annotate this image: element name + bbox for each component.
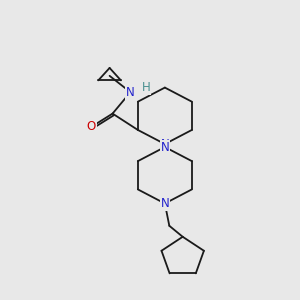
Text: O: O — [86, 121, 96, 134]
Text: N: N — [160, 138, 169, 151]
Text: N: N — [160, 140, 169, 154]
Text: H: H — [142, 81, 150, 94]
Text: N: N — [126, 86, 135, 99]
Text: N: N — [160, 197, 169, 210]
